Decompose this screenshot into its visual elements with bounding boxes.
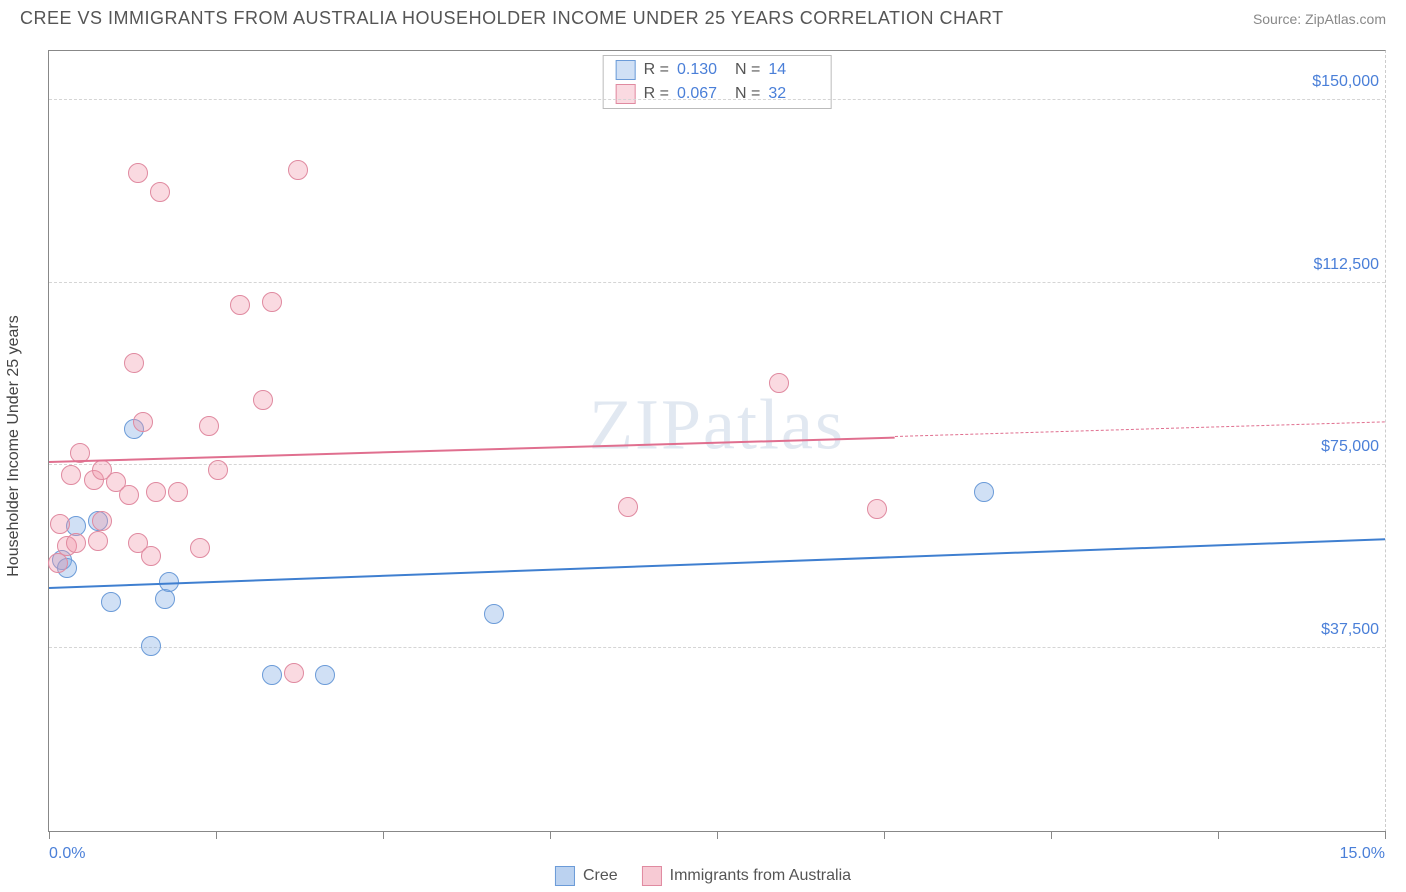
- data-point: [230, 295, 250, 315]
- legend-swatch: [555, 866, 575, 886]
- data-point: [48, 553, 68, 573]
- data-point: [155, 589, 175, 609]
- gridline: [49, 647, 1385, 648]
- correlation-stats-box: R = 0.130 N = 14 R = 0.067 N = 32: [603, 55, 832, 109]
- gridline: [49, 282, 1385, 283]
- y-axis-title: Householder Income Under 25 years: [5, 315, 23, 576]
- chart-source: Source: ZipAtlas.com: [1253, 11, 1386, 27]
- data-point: [168, 482, 188, 502]
- data-point: [150, 182, 170, 202]
- data-point: [974, 482, 994, 502]
- trend-line-extrapolated: [895, 422, 1385, 438]
- stat-r-value: 0.130: [677, 61, 727, 79]
- y-tick-label: $37,500: [1321, 621, 1379, 639]
- data-point: [119, 485, 139, 505]
- legend-bottom: Cree Immigrants from Australia: [555, 866, 851, 886]
- gridline: [49, 464, 1385, 465]
- x-tick: [1051, 831, 1052, 839]
- data-point: [133, 412, 153, 432]
- y-tick-label: $150,000: [1312, 73, 1379, 91]
- legend-label: Immigrants from Australia: [670, 867, 851, 885]
- y-tick-label: $112,500: [1313, 256, 1379, 274]
- stat-r-label: R =: [644, 61, 669, 79]
- data-point: [769, 373, 789, 393]
- data-point: [146, 482, 166, 502]
- legend-item: Immigrants from Australia: [642, 866, 851, 886]
- legend-label: Cree: [583, 867, 618, 885]
- data-point: [101, 592, 121, 612]
- data-point: [66, 533, 86, 553]
- legend-item: Cree: [555, 866, 618, 886]
- data-point: [141, 546, 161, 566]
- data-point: [190, 538, 210, 558]
- stat-n-label: N =: [735, 85, 760, 103]
- data-point: [88, 531, 108, 551]
- data-point: [288, 160, 308, 180]
- data-point: [284, 663, 304, 683]
- data-point: [315, 665, 335, 685]
- stat-row: R = 0.067 N = 32: [604, 82, 831, 106]
- chart-plot-area: ZIPatlas R = 0.130 N = 14 R = 0.067 N = 32 $37,…: [48, 50, 1386, 832]
- x-tick: [884, 831, 885, 839]
- stat-n-value: 14: [768, 61, 818, 79]
- data-point: [199, 416, 219, 436]
- trend-line: [49, 436, 895, 462]
- stat-r-label: R =: [644, 85, 669, 103]
- data-point: [262, 665, 282, 685]
- chart-title: CREE VS IMMIGRANTS FROM AUSTRALIA HOUSEH…: [20, 8, 1004, 29]
- data-point: [92, 511, 112, 531]
- stat-n-label: N =: [735, 61, 760, 79]
- data-point: [50, 514, 70, 534]
- legend-swatch: [642, 866, 662, 886]
- data-point: [484, 604, 504, 624]
- data-point: [208, 460, 228, 480]
- x-tick: [383, 831, 384, 839]
- watermark: ZIPatlas: [589, 384, 845, 467]
- gridline: [49, 99, 1385, 100]
- x-tick: [550, 831, 551, 839]
- data-point: [618, 497, 638, 517]
- data-point: [124, 353, 144, 373]
- data-point: [867, 499, 887, 519]
- data-point: [141, 636, 161, 656]
- y-tick-label: $75,000: [1321, 438, 1379, 456]
- x-tick-label: 0.0%: [49, 845, 85, 863]
- stat-n-value: 32: [768, 85, 818, 103]
- stat-row: R = 0.130 N = 14: [604, 58, 831, 82]
- trend-line: [49, 539, 1385, 590]
- x-tick: [1385, 831, 1386, 839]
- data-point: [61, 465, 81, 485]
- x-tick-label: 15.0%: [1340, 845, 1385, 863]
- legend-swatch: [616, 60, 636, 80]
- data-point: [253, 390, 273, 410]
- x-tick: [717, 831, 718, 839]
- x-tick: [49, 831, 50, 839]
- legend-swatch: [616, 84, 636, 104]
- x-tick: [1218, 831, 1219, 839]
- x-tick: [216, 831, 217, 839]
- data-point: [128, 163, 148, 183]
- stat-r-value: 0.067: [677, 85, 727, 103]
- data-point: [262, 292, 282, 312]
- chart-header: CREE VS IMMIGRANTS FROM AUSTRALIA HOUSEH…: [0, 0, 1406, 33]
